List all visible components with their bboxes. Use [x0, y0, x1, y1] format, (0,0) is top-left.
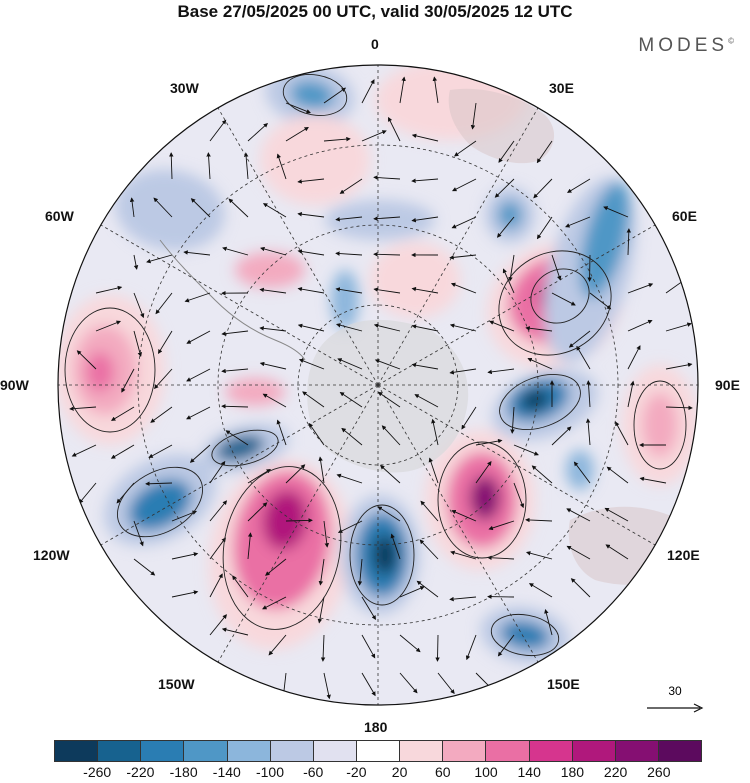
colorbar-tick-label: 140 — [517, 764, 541, 780]
colorbar-segment — [183, 740, 227, 762]
colorbar-segment — [54, 740, 98, 762]
colorbar-ticks: -260 -220 -180 -140 -100 -60 -20 20 60 100 140 180 2… — [54, 764, 702, 782]
colorbar-segment — [614, 740, 658, 762]
colorbar-tick-label: 100 — [474, 764, 498, 780]
colorbar-tick-label: -140 — [212, 764, 241, 780]
map-boundary — [57, 64, 699, 706]
antarctica-landmass — [307, 319, 469, 473]
lon-label-60e: 60E — [672, 208, 697, 224]
lon-label-90e: 90E — [715, 377, 740, 393]
australia-landmass — [568, 506, 690, 585]
lon-label-90w: 90W — [0, 377, 29, 393]
colorbar-tick-label: 20 — [391, 764, 408, 780]
colorbar-segment — [140, 740, 184, 762]
colorbar-segment — [312, 740, 356, 762]
map-title: Base 27/05/2025 00 UTC, valid 30/05/2025… — [177, 2, 573, 21]
colorbar-segment — [97, 740, 141, 762]
colorbar-tick-label: 180 — [560, 764, 585, 780]
colorbar-tick-label: 60 — [435, 764, 451, 780]
wind-vectors — [69, 76, 693, 700]
brand-logo: MODES© — [638, 35, 734, 57]
reference-vector-label: 30 — [668, 684, 682, 698]
lon-label-60w: 60W — [45, 208, 74, 224]
colorbar-tick-label: -220 — [126, 764, 155, 780]
antarctic-peninsula-coast — [159, 239, 306, 361]
lon-label-150w: 150W — [158, 676, 195, 692]
lon-label-120e: 120E — [667, 547, 700, 563]
colorbar-segment — [442, 740, 486, 762]
colorbar-segment — [355, 740, 400, 762]
brand-mark: © — [728, 36, 734, 46]
lon-label-150e: 150E — [547, 676, 580, 692]
colorbar-tick-label: 220 — [603, 764, 628, 780]
colorbar-segment — [269, 740, 313, 762]
colorbar-tick-label: -20 — [346, 764, 367, 780]
colorbar-segment — [657, 740, 703, 762]
colorbar-segment — [399, 740, 443, 762]
colorbar-tick-label: -100 — [255, 764, 285, 780]
reference-arrow-icon — [647, 703, 704, 713]
colorbar-tick-label: -260 — [83, 764, 112, 780]
lon-label-120w: 120W — [33, 547, 70, 563]
contour-lines — [64, 74, 687, 657]
colorbar-segment — [485, 740, 529, 762]
lon-label-30w: 30W — [170, 80, 199, 96]
colorbar — [54, 740, 703, 762]
lon-label-0: 0 — [371, 36, 379, 52]
lon-label-180: 180 — [364, 719, 388, 735]
lon-label-30e: 30E — [549, 80, 574, 96]
reference-vector: 30 — [645, 684, 705, 714]
polar-map — [57, 64, 699, 706]
colorbar-segment — [226, 740, 270, 762]
colorbar-segment — [528, 740, 572, 762]
colorbar-tick-label: 260 — [647, 764, 671, 780]
colorbar-tick-label: -180 — [169, 764, 198, 780]
brand-name: MODES — [638, 35, 729, 56]
colorbar-segment — [571, 740, 615, 762]
colorbar-tick-label: -60 — [303, 764, 324, 780]
